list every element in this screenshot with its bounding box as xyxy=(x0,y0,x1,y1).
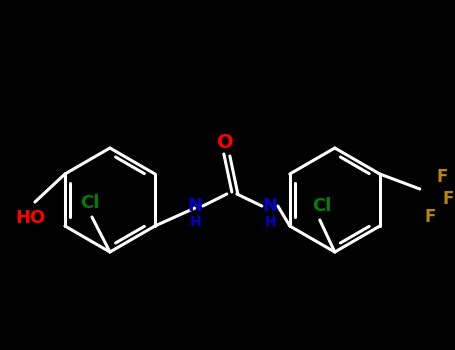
Text: O: O xyxy=(217,133,233,152)
Text: H: H xyxy=(190,215,202,229)
Text: F: F xyxy=(442,190,454,208)
Text: N: N xyxy=(263,197,278,215)
Text: Cl: Cl xyxy=(80,194,100,212)
Text: F: F xyxy=(424,208,435,226)
Text: H: H xyxy=(265,215,277,229)
Text: F: F xyxy=(436,168,447,186)
Text: N: N xyxy=(187,197,202,215)
Text: Cl: Cl xyxy=(312,197,332,215)
Text: HO: HO xyxy=(16,209,46,227)
